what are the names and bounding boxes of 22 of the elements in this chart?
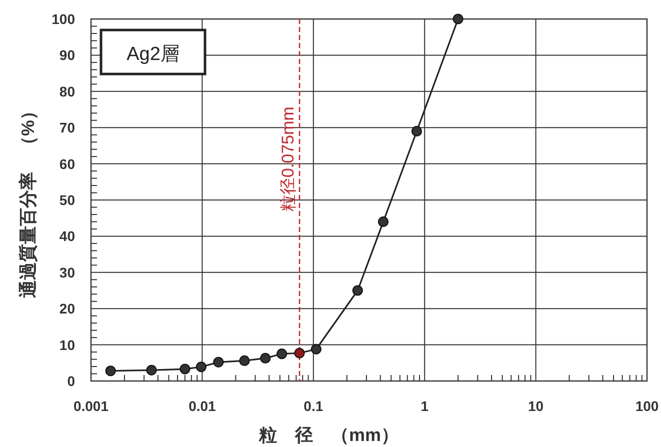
x-axis-title: 粒 径 （mm） (258, 425, 400, 445)
annotation: Ag2層 (126, 44, 180, 65)
x-tick-label: 0.001 (73, 398, 109, 414)
y-tick-label: 20 (59, 300, 76, 317)
y-tick-label: 50 (59, 192, 76, 208)
y-tick-label: 70 (59, 120, 76, 136)
ref-line-label: 粒径0.075mm (278, 106, 298, 212)
y-tick-label: 100 (52, 11, 76, 27)
x-tick-label: 1 (420, 398, 429, 414)
y-tick-label: 0 (67, 373, 76, 389)
annotation: Ag2層 (100, 28, 206, 76)
y-tick-label: 80 (59, 83, 76, 100)
y-tick-label: 90 (59, 47, 76, 64)
x-tick-label: 100 (635, 398, 659, 414)
x-tick-label: 10 (528, 398, 544, 414)
x-tick-label: 0.01 (188, 398, 216, 414)
y-tick-label: 40 (59, 228, 76, 244)
y-tick-label: 10 (59, 336, 76, 353)
x-tick-label: 0.1 (304, 398, 324, 414)
y-tick-label: 30 (59, 264, 76, 280)
y-tick-label: 60 (59, 156, 76, 172)
y-axis-title: 通過質量百分率 （%） (18, 102, 38, 300)
